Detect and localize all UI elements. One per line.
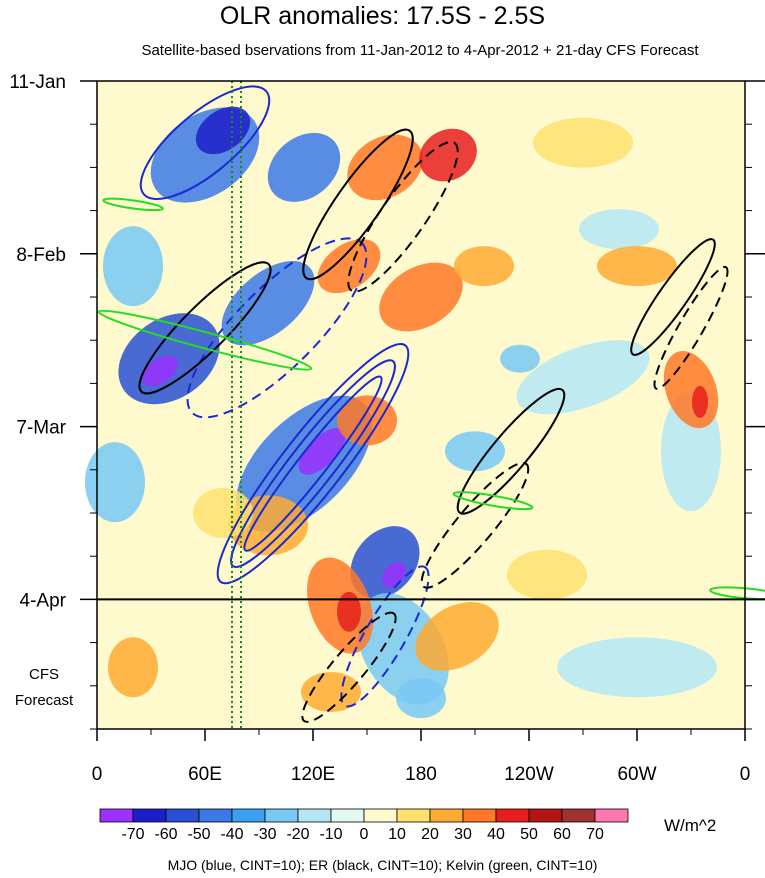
- anomaly-patch-27: [193, 488, 253, 538]
- colorbar-label-5: -20: [286, 826, 309, 843]
- colorbar-swatch-14: [561, 808, 596, 823]
- x-tick-label-1: 60E: [188, 764, 222, 785]
- anomaly-patch-22: [317, 239, 381, 294]
- x-tick-label-0: 0: [92, 764, 103, 785]
- colorbar-swatch-7: [330, 808, 365, 823]
- anomaly-patch-35: [108, 637, 158, 698]
- colorbar-swatch-8: [363, 808, 398, 823]
- anomaly-patch-33: [597, 246, 677, 287]
- anomaly-patch-32: [692, 385, 708, 418]
- anomaly-patch-10: [357, 593, 449, 705]
- colorbar-swatch-6: [297, 808, 332, 823]
- contour-2: [243, 375, 383, 552]
- y-tick-label-2: 7-Mar: [16, 418, 66, 439]
- contour-15: [452, 491, 534, 511]
- anomaly-patch-18: [396, 678, 446, 719]
- colorbar-label-9: 20: [421, 826, 439, 843]
- anomaly-patch-36: [533, 117, 633, 168]
- colorbar-swatch-5: [264, 808, 299, 823]
- anomaly-patch-19: [500, 344, 540, 373]
- anomaly-patch-15: [557, 637, 717, 698]
- colorbar-swatch-13: [528, 808, 563, 823]
- y-tick-label-3: 4-Apr: [20, 590, 67, 611]
- contour-4: [139, 85, 271, 201]
- colorbar-swatch-12: [495, 808, 530, 823]
- colorbar-label-13: 60: [553, 826, 571, 843]
- anomaly-patch-37: [301, 671, 361, 712]
- anomaly-patch-1: [195, 106, 251, 155]
- colorbar-label-11: 40: [487, 826, 505, 843]
- contour-17: [102, 197, 164, 212]
- contour-9: [653, 265, 729, 390]
- anomaly-patch-16: [103, 226, 163, 307]
- colorbar-label-10: 30: [454, 826, 472, 843]
- anomaly-patch-7: [298, 427, 346, 475]
- anomaly-patch-13: [579, 209, 659, 250]
- colorbar-swatch-9: [396, 808, 431, 823]
- colorbar-swatch-0: [99, 808, 134, 823]
- y-tick-label-1: 8-Feb: [16, 245, 66, 266]
- contour-12: [138, 261, 272, 395]
- anomaly-patch-24: [454, 246, 514, 287]
- colorbar-label-6: -10: [319, 826, 342, 843]
- contour-7: [347, 140, 459, 293]
- colorbar-label-7: 0: [360, 826, 369, 843]
- colorbar-swatch-1: [132, 808, 167, 823]
- legend-note: MJO (blue, CINT=10); ER (black, CINT=10)…: [167, 857, 598, 873]
- colorbar-label-2: -50: [187, 826, 210, 843]
- anomaly-patch-3: [221, 261, 315, 346]
- anomaly-patch-8: [350, 526, 420, 599]
- colorbar-label-14: 70: [586, 826, 604, 843]
- colorbar-units: W/m^2: [664, 816, 717, 835]
- colorbar-label-8: 10: [388, 826, 406, 843]
- y-tick-label-0: 11-Jan: [9, 72, 66, 93]
- anomaly-patch-30: [415, 602, 499, 671]
- colorbar-label-0: -70: [121, 826, 144, 843]
- contour-0: [216, 342, 410, 585]
- anomaly-patch-23: [379, 262, 463, 332]
- anomaly-patch-11: [445, 431, 505, 472]
- colorbar-swatch-3: [198, 808, 233, 823]
- colorbar-swatch-2: [165, 808, 200, 823]
- x-tick-label-2: 120E: [291, 764, 335, 785]
- contour-13: [301, 611, 397, 723]
- contour-8: [630, 238, 716, 356]
- anomaly-patch-20: [347, 134, 423, 201]
- anomaly-patch-5: [142, 355, 178, 387]
- chart-title: OLR anomalies: 17.5S - 2.5S: [219, 2, 546, 30]
- anomaly-patch-29: [337, 591, 361, 632]
- x-tick-label-5: 60W: [617, 764, 656, 785]
- anomaly-patch-2: [267, 132, 341, 202]
- colorbar-swatch-15: [594, 808, 629, 823]
- colorbar-swatch-10: [429, 808, 464, 823]
- forecast-label: Forecast: [14, 692, 74, 709]
- colorbar-label-1: -60: [154, 826, 177, 843]
- chart-subtitle: Satellite-based bservations from 11-Jan-…: [141, 42, 699, 59]
- contour-11: [420, 461, 530, 589]
- colorbar-label-4: -30: [253, 826, 276, 843]
- x-tick-label-4: 120W: [504, 764, 554, 785]
- colorbar-label-12: 50: [520, 826, 538, 843]
- anomaly-patch-34: [507, 549, 587, 600]
- anomaly-patch-21: [419, 128, 477, 182]
- cfs-label: CFS: [29, 666, 59, 683]
- contour-5: [340, 565, 430, 708]
- colorbar-swatch-11: [462, 808, 497, 823]
- contour-14: [97, 309, 313, 371]
- colorbar-swatch-4: [231, 808, 266, 823]
- x-tick-label-3: 180: [405, 764, 437, 785]
- x-tick-label-6: 0: [740, 764, 751, 785]
- colorbar-label-3: -40: [220, 826, 243, 843]
- anomaly-patch-12: [516, 340, 650, 415]
- anomaly-patch-17: [85, 442, 145, 523]
